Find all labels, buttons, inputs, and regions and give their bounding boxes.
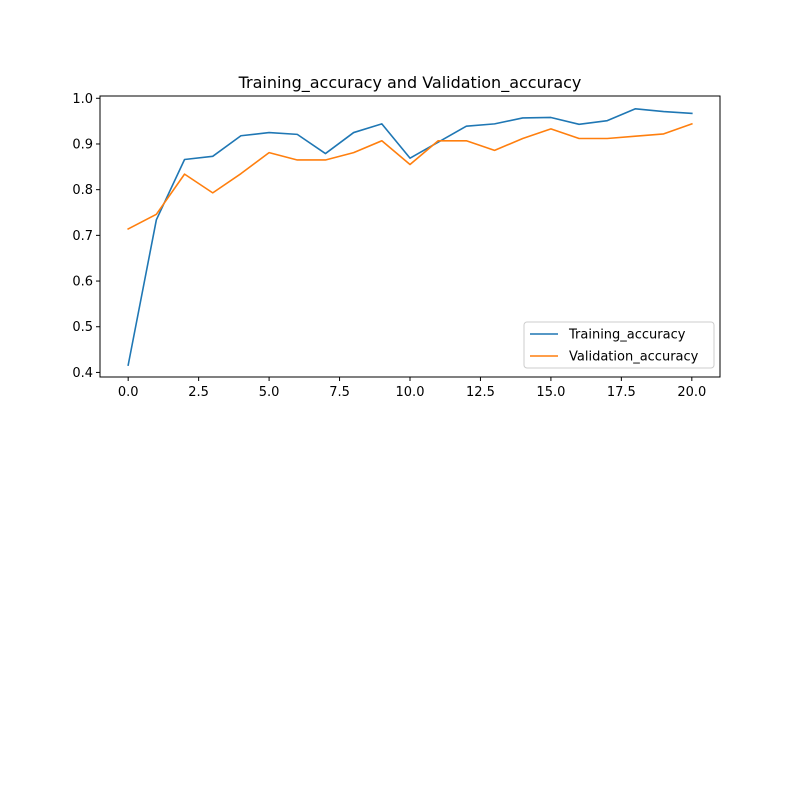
- x-tick-label: 15.0: [536, 385, 565, 400]
- y-tick-label: 0.8: [72, 183, 93, 198]
- plot-area: [127, 107, 693, 367]
- x-tick-label: 20.0: [677, 385, 706, 400]
- x-tick-label: 17.5: [607, 385, 636, 400]
- y-tick-label: 1.0: [72, 92, 93, 107]
- y-tick-label: 0.9: [72, 137, 93, 152]
- x-tick-label: 0.0: [118, 385, 139, 400]
- y-tick-label: 0.7: [72, 229, 93, 244]
- y-tick-label: 0.4: [72, 366, 93, 381]
- chart-title: Training_accuracy and Validation_accurac…: [238, 73, 582, 93]
- series-line-training-accuracy: [127, 107, 693, 367]
- x-tick-label: 7.5: [329, 385, 350, 400]
- legend: Training_accuracy Validation_accuracy: [523, 321, 715, 369]
- x-tick-label: 5.0: [259, 385, 280, 400]
- series-line-validation-accuracy: [127, 122, 693, 231]
- axes: 0.0 2.5 5.0 7.5 10.0 12.5 15.0 17.5 20.0 0.4 0.5 0.…: [72, 92, 721, 400]
- y-tick-label: 0.5: [72, 320, 93, 335]
- legend-box: [523, 321, 715, 369]
- legend-label-training-accuracy: Training_accuracy: [568, 328, 686, 343]
- x-tick-label: 2.5: [188, 385, 209, 400]
- x-tick-label: 12.5: [466, 385, 495, 400]
- y-tick-label: 0.6: [72, 275, 93, 290]
- legend-label-validation-accuracy: Validation_accuracy: [569, 350, 699, 365]
- x-tick-label: 10.0: [396, 385, 425, 400]
